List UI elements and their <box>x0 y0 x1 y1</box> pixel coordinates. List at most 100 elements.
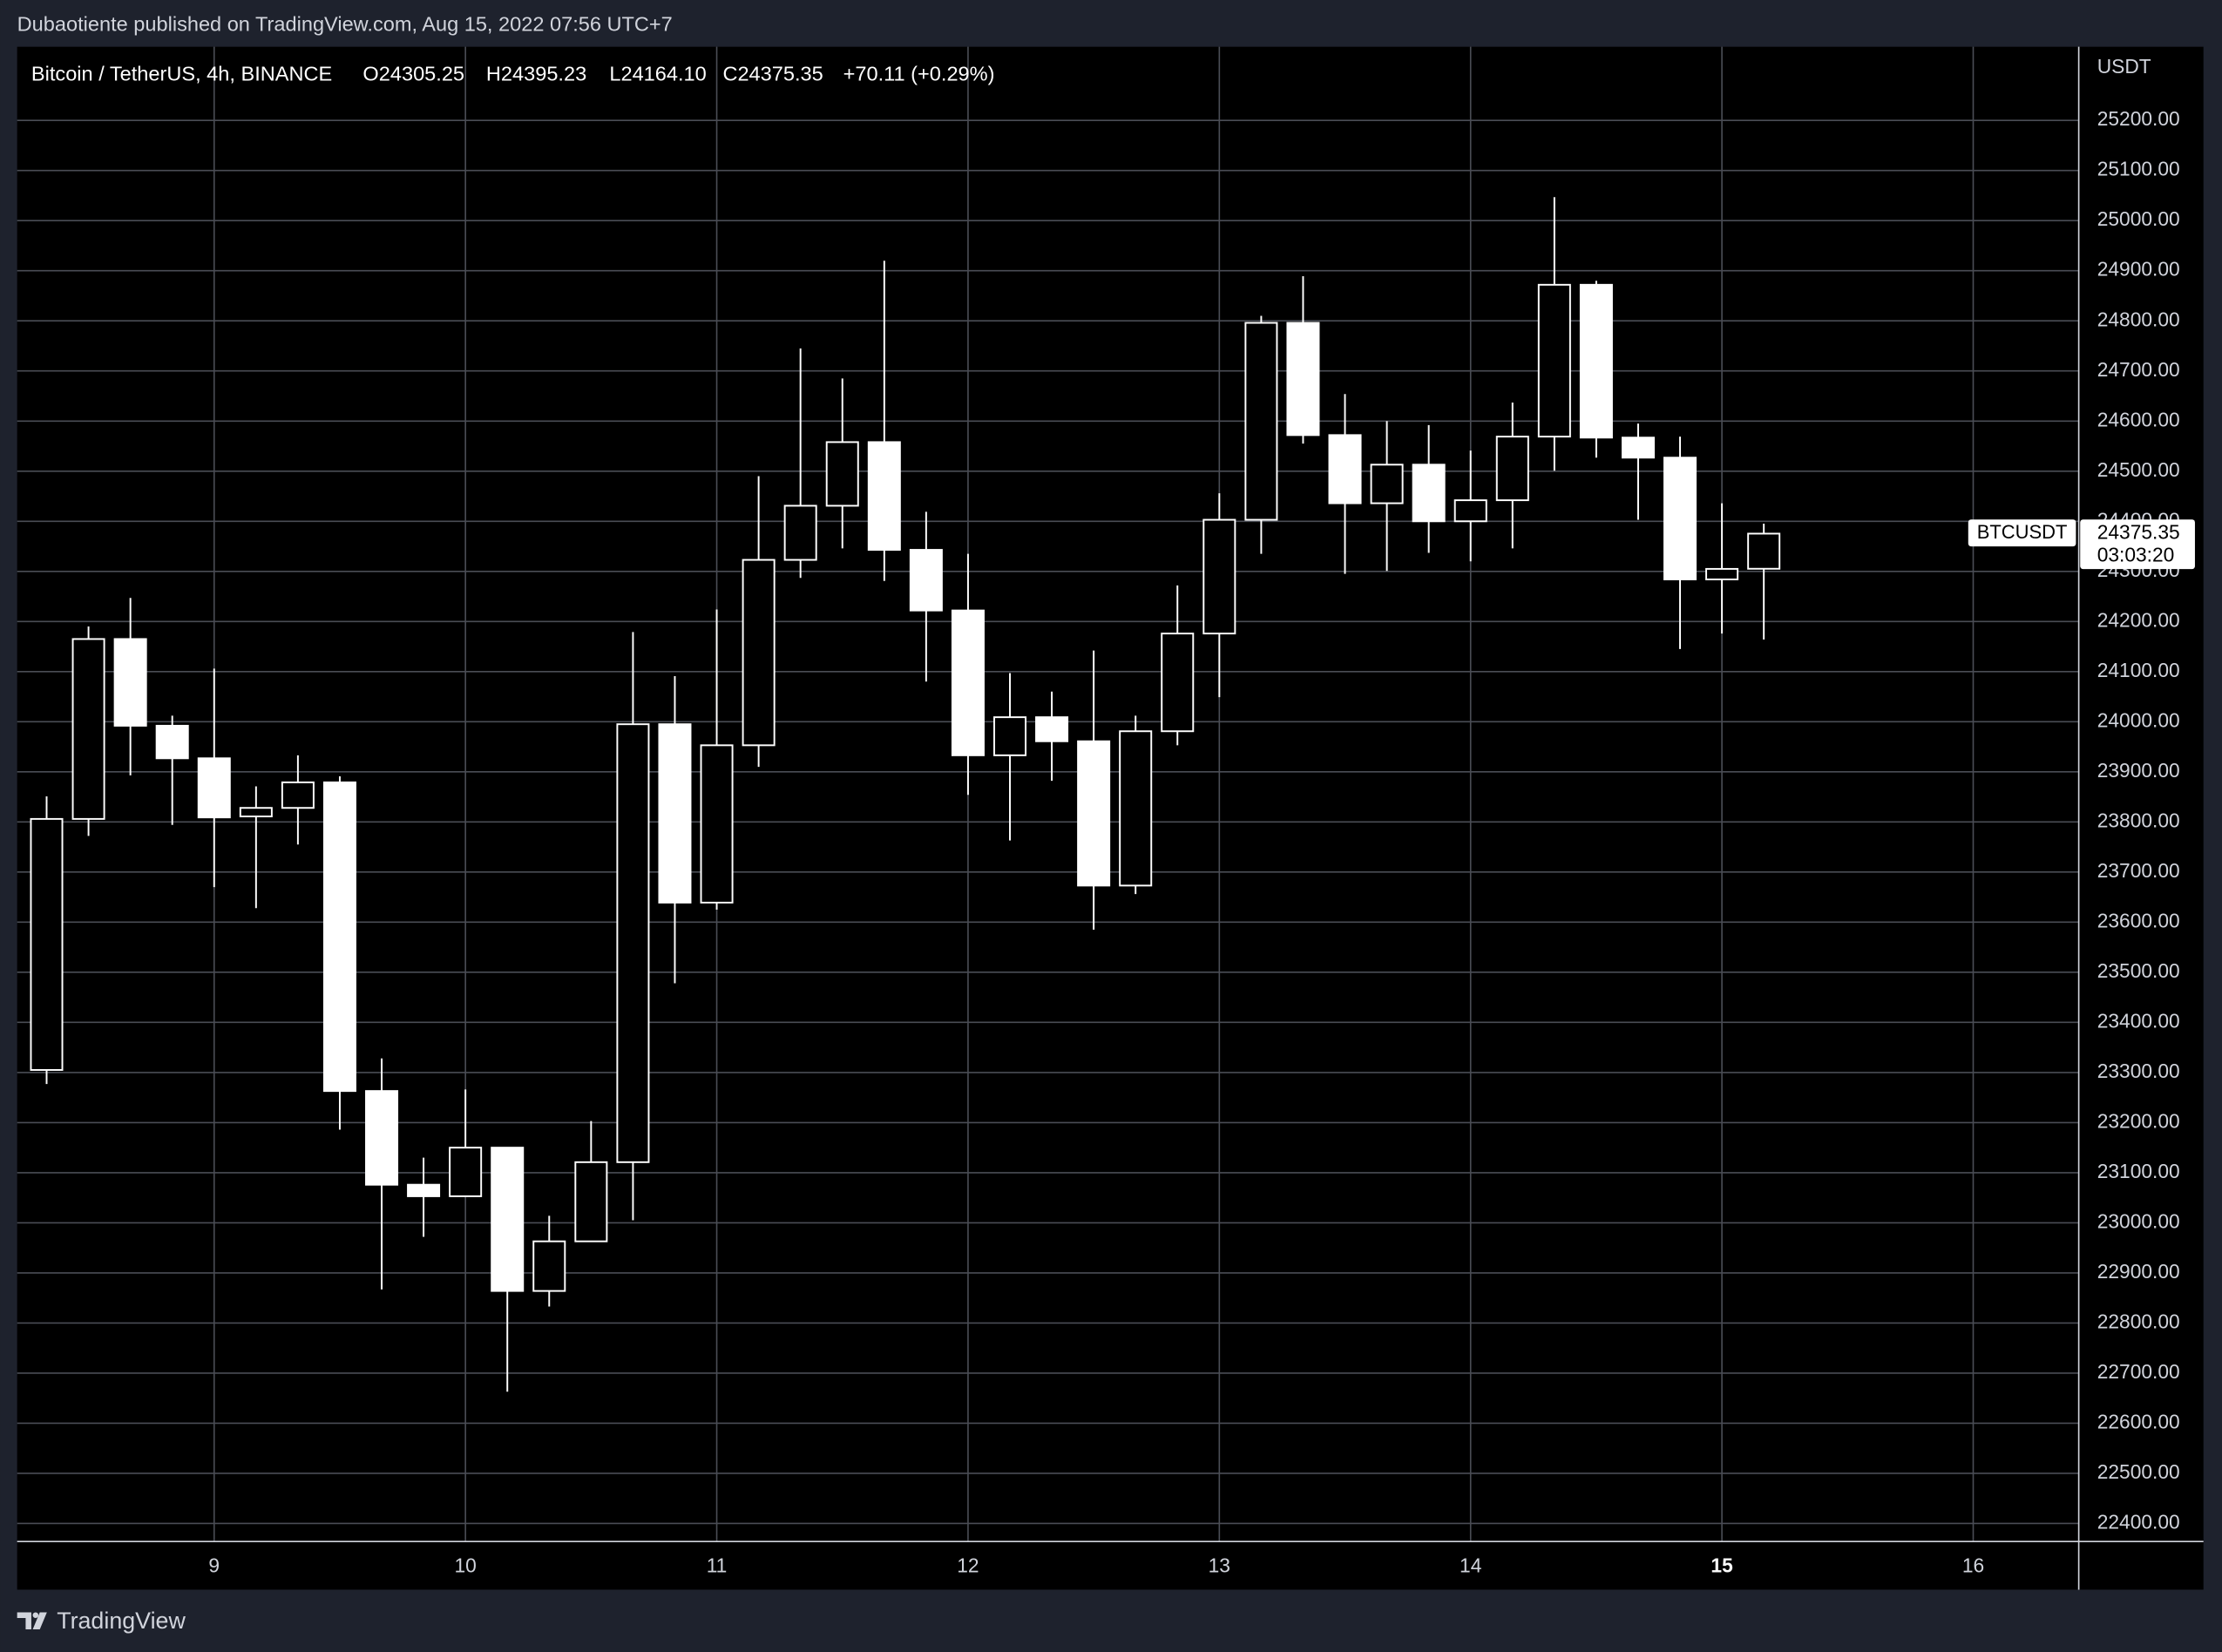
y-tick-label: 23300.00 <box>2097 1060 2180 1082</box>
footer-logo <box>17 1612 47 1629</box>
y-tick-label: 22700.00 <box>2097 1360 2180 1383</box>
candle-body <box>281 781 315 809</box>
candle-body <box>449 1147 483 1197</box>
legend-open: O24305.25 <box>362 62 464 85</box>
y-tick-label: 23400.00 <box>2097 1009 2180 1032</box>
brand: TradingView <box>57 1608 186 1634</box>
legend-close: C24375.35 <box>722 62 823 85</box>
candle-body <box>1161 633 1195 733</box>
logo-dot <box>32 1612 39 1618</box>
x-tick-label: 9 <box>208 1554 220 1576</box>
candle-body <box>1035 716 1069 742</box>
y-tick-label: 24500.00 <box>2097 458 2180 481</box>
candle-body <box>197 757 231 819</box>
candle-body <box>1286 322 1320 437</box>
y-tick-label: 22800.00 <box>2097 1310 2180 1332</box>
y-tick-label: 24200.00 <box>2097 608 2180 631</box>
candle-body <box>951 609 985 756</box>
candle-body <box>532 1240 566 1292</box>
y-tick-label: 23800.00 <box>2097 809 2180 831</box>
candle-body <box>1077 740 1111 887</box>
chart-background <box>17 46 2204 1590</box>
publish-info: Dubaotiente published on TradingView.com… <box>17 12 673 35</box>
y-tick-label: 23600.00 <box>2097 909 2180 931</box>
y-tick-label: 23200.00 <box>2097 1109 2180 1132</box>
y-tick-label: 24600.00 <box>2097 408 2180 430</box>
candle-body <box>1328 434 1362 504</box>
y-tick-label: 22600.00 <box>2097 1410 2180 1432</box>
legend-change: +70.11 (+0.29%) <box>843 62 995 85</box>
y-tick-label: 22500.00 <box>2097 1460 2180 1483</box>
price-unit: USDT <box>2097 55 2151 78</box>
price-tag-box <box>2080 519 2195 570</box>
candle-body <box>993 716 1027 756</box>
candle-body <box>1663 457 1697 580</box>
y-tick-label: 23000.00 <box>2097 1209 2180 1232</box>
candles <box>30 197 1781 1392</box>
legend-high: H24395.23 <box>486 62 586 85</box>
price-tag-value: 24375.35 <box>2097 520 2180 543</box>
legend-low: L24164.10 <box>609 62 706 85</box>
logo-icon <box>17 1612 47 1629</box>
y-tick-label: 23500.00 <box>2097 959 2180 982</box>
x-tick-label: 14 <box>1460 1554 1481 1576</box>
y-tick-label: 23100.00 <box>2097 1160 2180 1182</box>
axes: 22400.00 22500.00 22600.00 22700.00 22800.00… <box>208 107 2179 1576</box>
candle-body <box>658 723 692 904</box>
candle-body <box>1412 464 1446 523</box>
candle-body <box>867 441 901 552</box>
candle-body <box>113 638 147 727</box>
x-tick-label: 16 <box>1962 1554 1984 1576</box>
candle-body <box>1453 499 1487 523</box>
countdown: 03:03:20 <box>2097 543 2175 565</box>
candle-body <box>1579 283 1613 439</box>
candle-body <box>574 1161 608 1242</box>
candle-body <box>825 441 859 507</box>
y-tick-label: 25100.00 <box>2097 158 2180 180</box>
y-tick-label: 25000.00 <box>2097 207 2180 230</box>
y-tick-label: 25200.00 <box>2097 107 2180 130</box>
y-tick-label: 23900.00 <box>2097 759 2180 782</box>
candle-body <box>407 1183 441 1197</box>
y-tick-label: 24100.00 <box>2097 659 2180 681</box>
y-tick-label: 22900.00 <box>2097 1260 2180 1283</box>
y-tick-label: 24700.00 <box>2097 358 2180 381</box>
candle-body <box>1747 532 1781 570</box>
candle-body <box>155 724 189 760</box>
candle-body <box>1621 437 1655 459</box>
candle-body <box>1370 464 1404 504</box>
candle-body <box>742 559 776 747</box>
y-tick-label: 24000.00 <box>2097 708 2180 731</box>
y-tick-label: 22400.00 <box>2097 1510 2180 1533</box>
candle-body <box>1495 436 1529 502</box>
candle-body <box>783 504 817 561</box>
symbol-tag-box <box>1968 519 2076 547</box>
candle-body <box>1537 283 1571 438</box>
candle-body <box>491 1147 525 1292</box>
candle-body <box>1244 322 1278 521</box>
candle-body <box>700 744 734 904</box>
x-tick-label: 13 <box>1209 1554 1230 1576</box>
y-tick-label: 24900.00 <box>2097 258 2180 281</box>
candle-body <box>239 807 273 817</box>
candle-body <box>71 638 105 820</box>
candle-body <box>1202 518 1236 635</box>
x-tick-label: 10 <box>455 1554 477 1576</box>
symbol-title: Bitcoin / TetherUS, 4h, BINANCE <box>31 62 332 85</box>
x-tick-label: 15 <box>1711 1554 1733 1576</box>
candle-body <box>909 549 943 612</box>
candle-body <box>616 723 650 1163</box>
x-tick-label: 12 <box>957 1554 979 1576</box>
candle-body <box>30 817 64 1071</box>
candle-body <box>1119 730 1153 887</box>
grid <box>17 46 2079 1542</box>
x-tick-label: 11 <box>707 1554 728 1576</box>
symbol-tag: BTCUSDT <box>1977 521 2068 543</box>
candle-body <box>1705 567 1739 580</box>
y-tick-label: 24800.00 <box>2097 308 2180 330</box>
candle-body <box>365 1090 399 1186</box>
candle-body <box>322 781 356 1093</box>
y-tick-label: 23700.00 <box>2097 859 2180 882</box>
